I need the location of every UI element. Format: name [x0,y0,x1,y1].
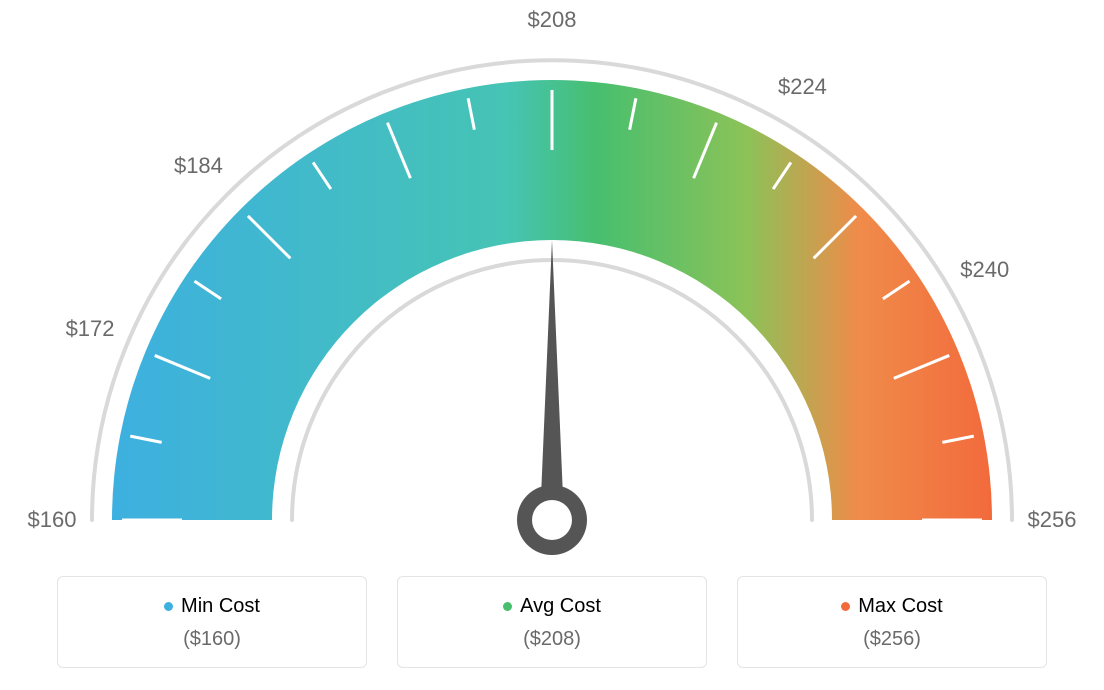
gauge-svg [0,0,1104,560]
scale-label: $184 [174,153,223,179]
legend-dot-max [841,602,850,611]
legend-row: Min Cost ($160) Avg Cost ($208) Max Cost… [0,576,1104,668]
legend-card-min: Min Cost ($160) [57,576,367,668]
legend-card-max: Max Cost ($256) [737,576,1047,668]
legend-value-max: ($256) [738,628,1046,651]
legend-label-max: Max Cost [858,595,942,618]
scale-label: $160 [28,507,77,533]
legend-label-min: Min Cost [181,595,260,618]
legend-value-min: ($160) [58,628,366,651]
scale-label: $172 [66,316,115,342]
scale-label: $256 [1028,507,1077,533]
scale-label: $224 [778,74,827,100]
scale-label: $240 [960,257,1009,283]
legend-card-avg: Avg Cost ($208) [397,576,707,668]
legend-dot-avg [503,602,512,611]
legend-value-avg: ($208) [398,628,706,651]
legend-label-avg: Avg Cost [520,595,601,618]
scale-label: $208 [528,7,577,33]
legend-dot-min [164,602,173,611]
cost-gauge: $160 $172 $184 $208 $224 $240 $256 [0,0,1104,560]
